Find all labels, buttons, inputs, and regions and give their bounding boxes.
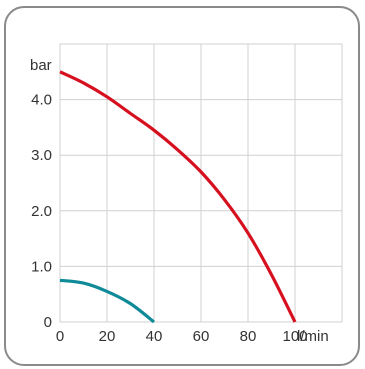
- x-tick-label: 60: [193, 328, 210, 345]
- x-tick-label: 40: [146, 328, 163, 345]
- y-tick-label: 1.0: [31, 258, 52, 275]
- series-line-2: [59, 278, 155, 324]
- x-tick-label: 100: [282, 328, 307, 345]
- y-tick-label: 2.0: [31, 203, 52, 220]
- x-tick-label: 20: [99, 328, 116, 345]
- series-line-1: [59, 70, 297, 323]
- x-tick-label: 80: [240, 328, 257, 345]
- y-tick-label: 0: [44, 314, 52, 331]
- y-tick-label: 3.0: [31, 147, 52, 164]
- series-group: [59, 70, 297, 324]
- tick-labels: 0 1.0 2.0 3.0 4.0 0 20 40 60 80 100: [31, 92, 307, 345]
- y-tick-label: 4.0: [31, 92, 52, 109]
- x-tick-label: 0: [56, 328, 64, 345]
- chart-frame: [4, 6, 360, 366]
- x-axis-label: l/min: [297, 328, 329, 345]
- grid: [59, 43, 343, 323]
- y-axis-label: bar: [30, 57, 52, 74]
